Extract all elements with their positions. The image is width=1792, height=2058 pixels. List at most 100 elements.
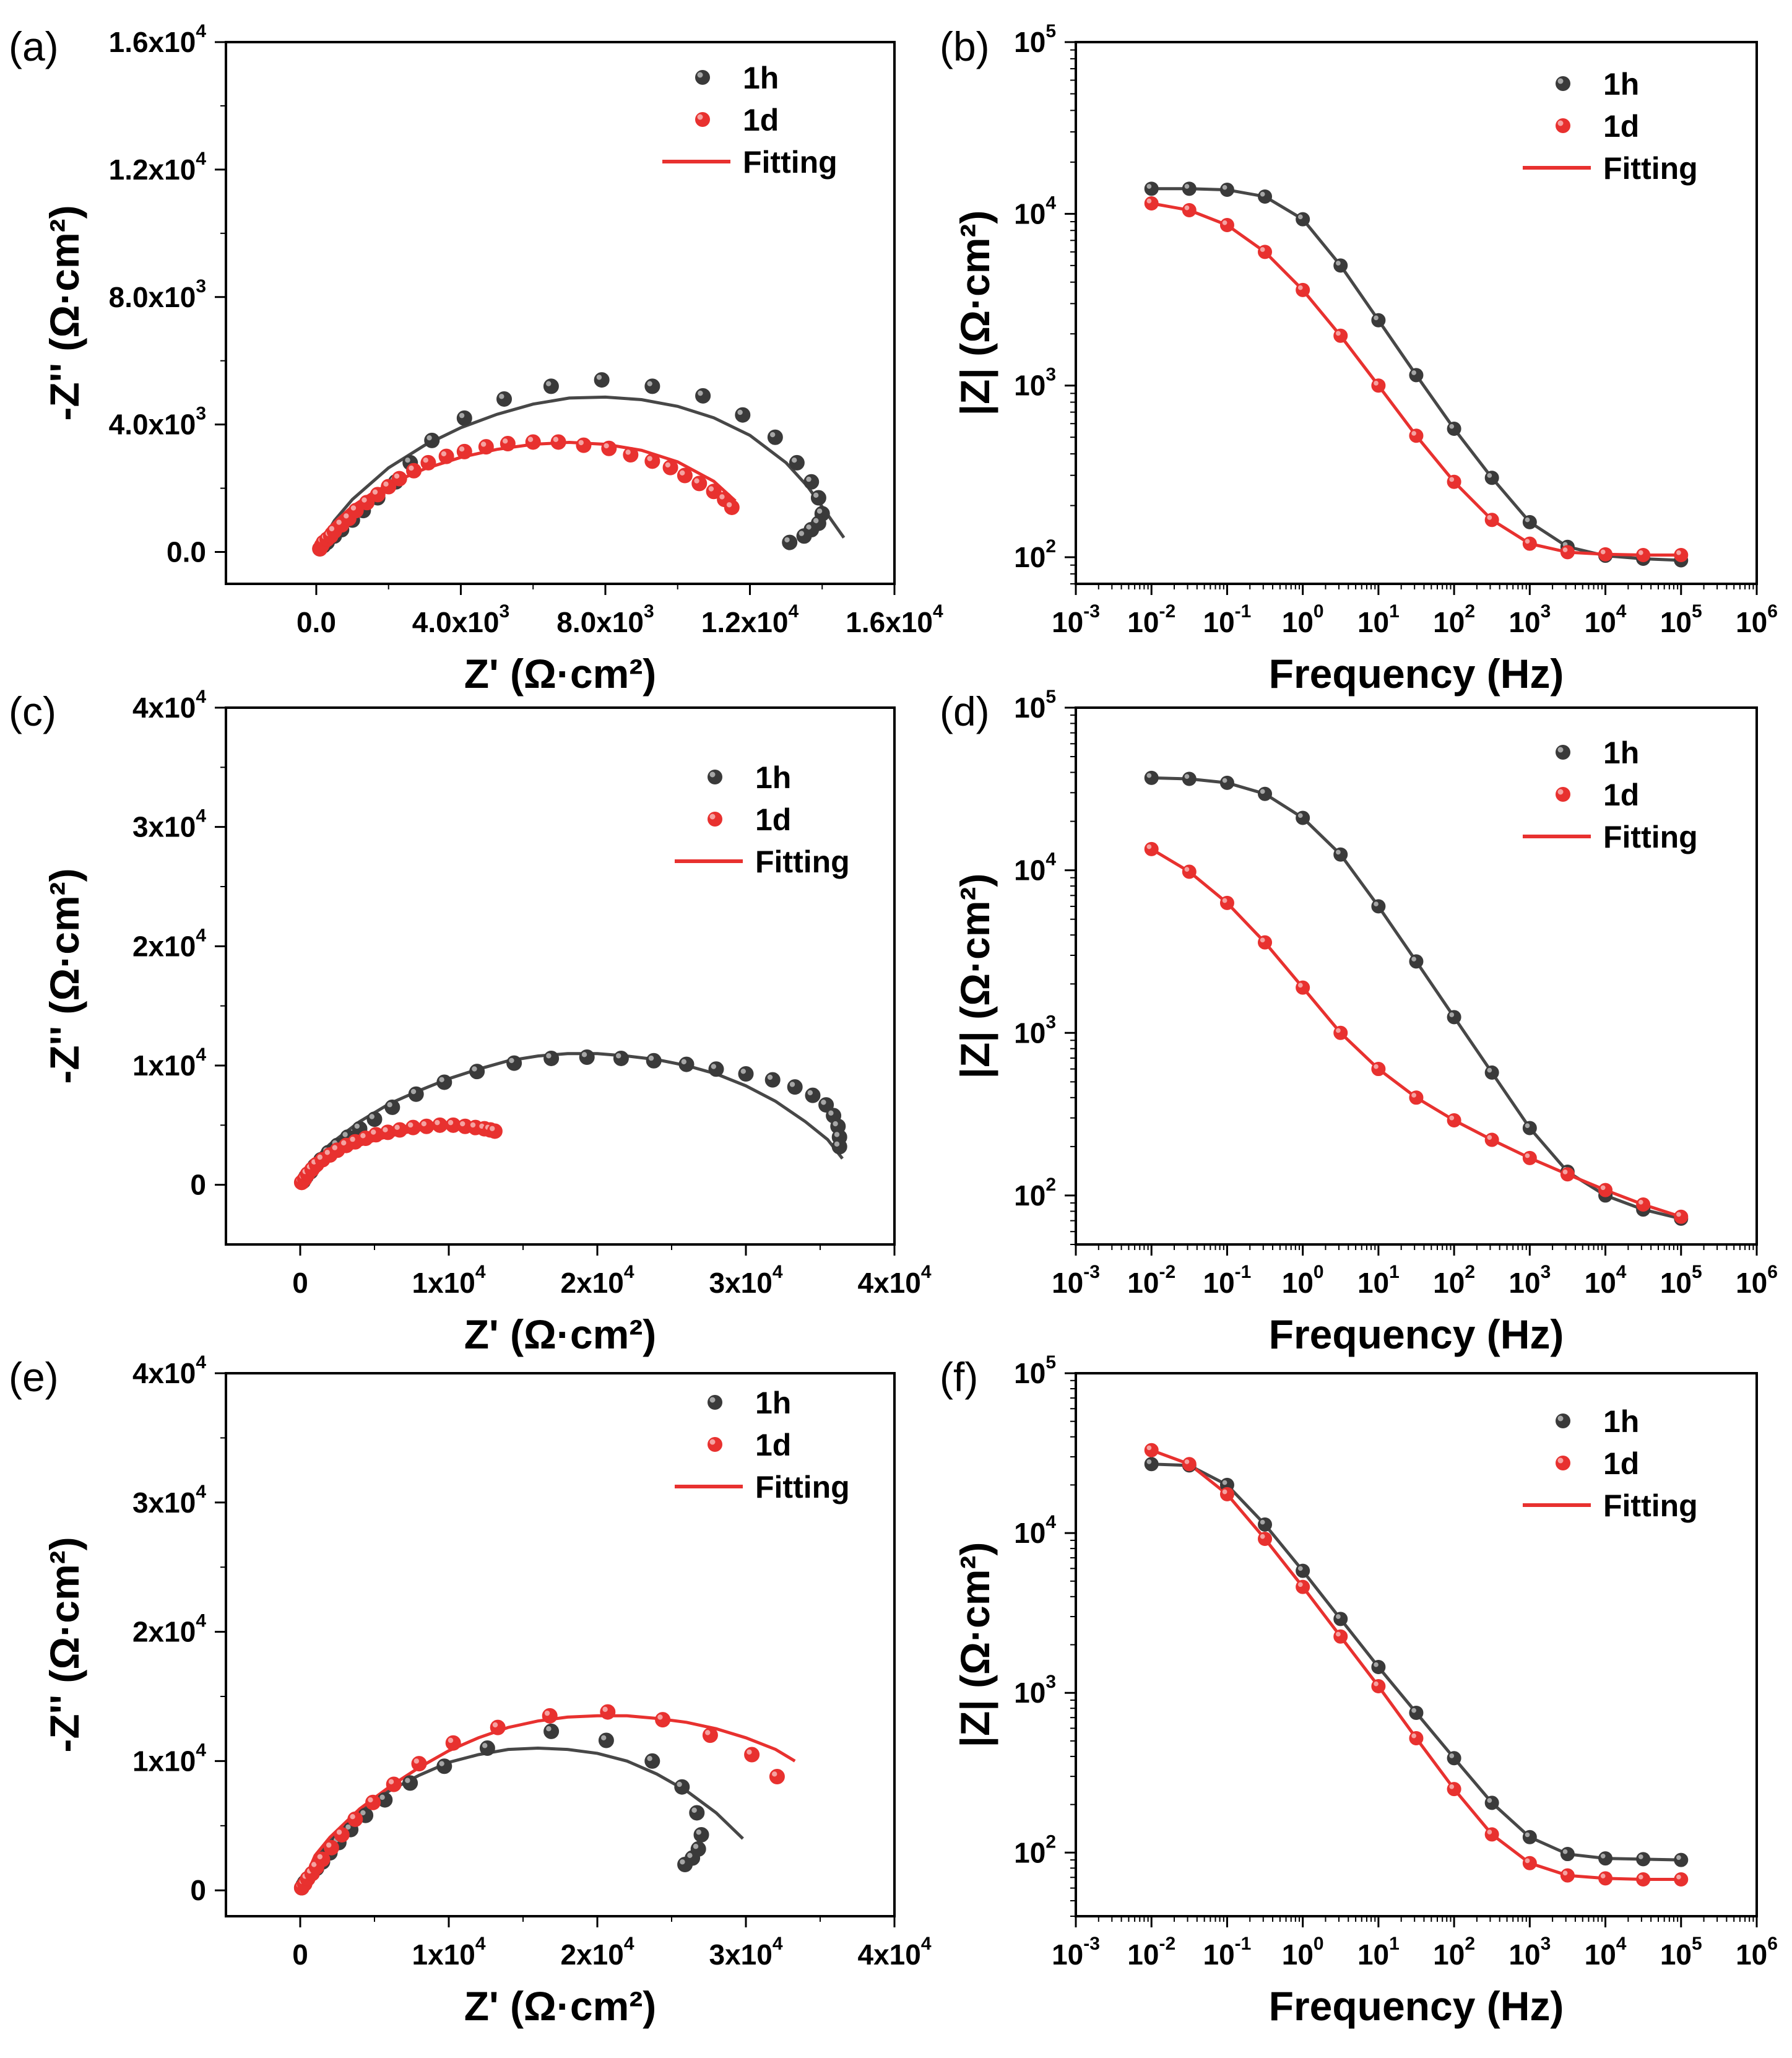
point-highlight (709, 771, 716, 778)
x-tick-label: 100 (1282, 601, 1324, 638)
point-highlight (807, 1090, 813, 1096)
data-point-1h (805, 1087, 821, 1103)
data-point-1d (1219, 218, 1234, 233)
data-point-1d (1258, 1531, 1273, 1546)
data-point-1h (677, 1856, 693, 1872)
point-highlight (490, 1126, 495, 1131)
point-highlight (1676, 1855, 1681, 1860)
point-highlight (1449, 1753, 1455, 1758)
point-highlight (372, 489, 378, 495)
panel-e: 0 1x104 2x104 3x104 4x10401x1042x1043x1044x1… (9, 1352, 932, 2029)
data-point-1h (787, 1079, 803, 1095)
data-point-1d (1219, 1487, 1234, 1501)
x-tick-label-exp: 3 (1541, 601, 1551, 622)
data-layer (1144, 770, 1689, 1226)
y-tick-label-base: 1.2x10 (109, 154, 196, 186)
legend-label: Fitting (1603, 820, 1698, 854)
data-layer (293, 1049, 847, 1191)
data-point-1h (479, 1740, 495, 1756)
point-highlight (772, 1771, 777, 1777)
point-highlight (1562, 1849, 1568, 1854)
point-highlight (470, 1122, 476, 1128)
data-point-1h (646, 1053, 662, 1069)
data-point-1d (601, 440, 617, 456)
x-tick-label-exp: 4 (921, 1934, 932, 1954)
data-point-1d (1636, 547, 1651, 562)
data-point-1h (598, 1732, 614, 1748)
point-highlight (459, 412, 465, 419)
x-tick-label-base: 0.0 (297, 606, 336, 638)
point-highlight (1146, 1445, 1152, 1451)
fit-line-1d (298, 1714, 796, 1891)
data-point-1h (810, 490, 826, 506)
data-point-1h (1409, 368, 1424, 383)
point-highlight (767, 1074, 773, 1080)
data-point-1h (689, 1805, 705, 1821)
point-highlight (604, 443, 609, 449)
data-point-1d (438, 448, 454, 464)
y-tick-label-exp: 2 (1045, 1174, 1056, 1195)
x-tick-label-base: 10 (1433, 1939, 1465, 1971)
point-highlight (409, 465, 414, 471)
data-point-1h (782, 534, 798, 550)
legend-point-swatch (1556, 1413, 1570, 1428)
data-point-1h (1333, 258, 1348, 273)
y-tick-label-base: 0.0 (167, 536, 206, 568)
x-tick-label-base: 10 (1433, 1267, 1465, 1299)
x-axis-title: Z' (Ω·cm²) (464, 1311, 657, 1357)
x-tick-label: 1x104 (412, 1262, 485, 1299)
data-point-1d (1182, 864, 1197, 879)
x-tick-label-base: 10 (1203, 1267, 1235, 1299)
point-highlight (693, 1844, 699, 1849)
point-highlight (680, 470, 685, 475)
data-point-1d (1560, 1167, 1575, 1182)
data-point-1h (1182, 771, 1197, 786)
data-point-1h (1560, 1847, 1575, 1862)
point-highlight (578, 440, 584, 446)
point-highlight (1297, 1582, 1303, 1587)
x-tick-label: 106 (1736, 1262, 1778, 1299)
data-point-1h (674, 1779, 690, 1795)
data-point-1d (600, 1704, 616, 1720)
data-point-1h (644, 1753, 660, 1769)
point-highlight (737, 409, 743, 415)
y-tick-label: 1.6x104 (109, 21, 207, 58)
y-tick-label: 0.0 (167, 536, 206, 568)
y-tick-label: 104 (1014, 1512, 1056, 1549)
x-tick-label: 105 (1660, 601, 1702, 638)
x-tick-label-base: 10 (1660, 1267, 1692, 1299)
legend: 1h 1d Fitting (675, 760, 850, 879)
x-tick-label: 106 (1736, 1934, 1778, 1971)
point-highlight (394, 1124, 400, 1131)
point-highlight (791, 458, 797, 463)
x-tick-label-exp: 2 (1465, 1262, 1475, 1282)
point-highlight (317, 1854, 322, 1860)
data-point-1d (1258, 935, 1273, 950)
panel-label: (c) (9, 688, 56, 734)
point-highlight (1184, 1459, 1190, 1464)
point-highlight (698, 390, 703, 396)
data-point-1d (542, 1708, 558, 1724)
point-highlight (448, 1737, 454, 1743)
data-point-1d (334, 1826, 350, 1843)
y-tick-label-base: 3x10 (132, 811, 196, 843)
point-highlight (1525, 1153, 1530, 1158)
point-highlight (509, 1057, 514, 1064)
x-tick-label-base: 1x10 (412, 1939, 475, 1971)
y-tick-label: 2x104 (132, 1611, 206, 1648)
point-highlight (472, 1066, 477, 1072)
point-highlight (360, 1133, 366, 1139)
data-point-1h (1636, 1852, 1651, 1867)
x-tick-label-base: 10 (1508, 1267, 1540, 1299)
point-highlight (696, 1830, 702, 1835)
point-highlight (439, 1761, 444, 1766)
x-tick-label-base: 10 (1433, 606, 1465, 638)
y-tick-label: 105 (1014, 687, 1056, 724)
point-highlight (813, 492, 819, 498)
legend: 1h 1d Fitting (1523, 736, 1698, 854)
x-tick-label-base: 3x10 (709, 1267, 772, 1299)
point-highlight (1487, 1135, 1492, 1140)
point-highlight (1146, 1459, 1152, 1464)
data-point-1h (1447, 1751, 1461, 1766)
x-tick-label-exp: -2 (1159, 1934, 1175, 1954)
